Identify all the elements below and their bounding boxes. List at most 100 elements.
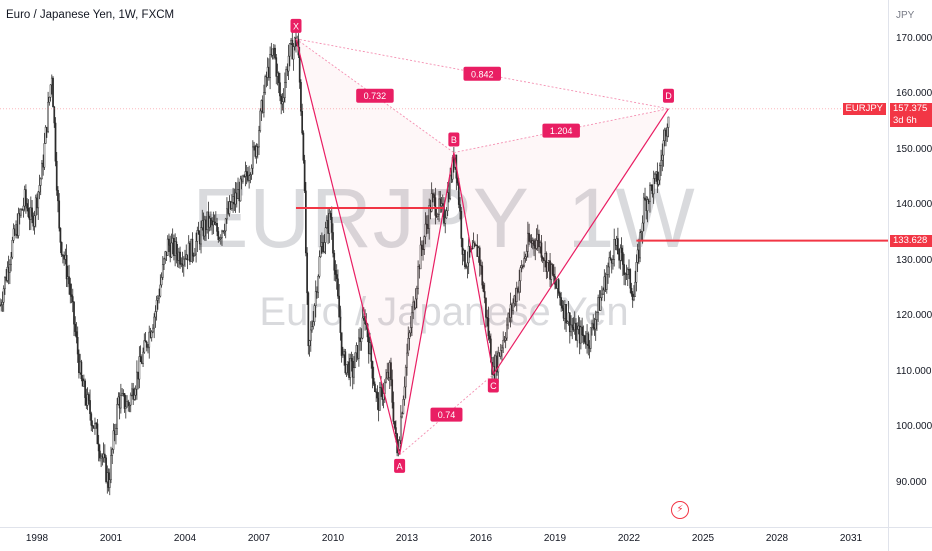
time-tick: 2001	[99, 533, 123, 544]
candle-body	[345, 364, 348, 374]
candle-body	[308, 340, 311, 347]
pattern-leg	[295, 38, 401, 456]
candle-body	[184, 258, 186, 260]
candle-body	[53, 106, 56, 124]
candle-body	[581, 326, 583, 336]
candle-body	[552, 273, 555, 277]
chart-svg[interactable]: 0.732 0.842 1.204 0.74 X A B C D	[0, 0, 888, 527]
candle-body	[259, 110, 262, 132]
candle-body	[175, 241, 178, 255]
time-tick: 2016	[469, 533, 493, 544]
candle-body	[275, 57, 278, 77]
lightning-icon[interactable]: ⚡	[671, 501, 689, 519]
time-tick: 2028	[765, 533, 789, 544]
candle-body	[349, 358, 352, 378]
candle-body	[459, 204, 461, 212]
candle-body	[152, 327, 154, 333]
candle-body	[224, 218, 227, 232]
time-scale[interactable]: 1998 2001 2004 2007 2010 2013 2016 2019 2022 2025…	[0, 527, 888, 551]
candle-body	[269, 53, 271, 78]
price-tick: 170.000	[896, 32, 932, 44]
candle-body	[166, 238, 169, 256]
candle-body	[124, 406, 127, 409]
candle-body	[287, 55, 290, 72]
candle-body	[656, 171, 659, 185]
candle-body	[566, 321, 569, 324]
candle-body	[157, 297, 159, 301]
candle-body	[399, 416, 402, 441]
candle-body	[192, 255, 195, 257]
candle-body	[639, 232, 641, 259]
candle-body	[99, 450, 101, 459]
candle-body	[332, 232, 334, 254]
candle-body	[398, 440, 401, 450]
candle-body	[144, 340, 147, 343]
candle-body	[76, 337, 79, 355]
candle-body	[487, 318, 490, 337]
ratio-label: 1.204	[550, 126, 573, 136]
candle-body	[660, 160, 662, 166]
pattern-leg	[492, 108, 669, 375]
candle-body	[103, 453, 106, 458]
chart-area[interactable]: EURJPY, 1W Euro / Japanese Yen 0.7320.84…	[0, 0, 888, 527]
watermark-name: Euro / Japanese Yen	[259, 290, 629, 334]
candle-body	[565, 304, 567, 324]
candle-body	[49, 84, 52, 98]
candle-body	[223, 230, 226, 233]
point-badge-b	[448, 132, 460, 147]
candle-body	[464, 250, 466, 268]
candle-body	[179, 251, 181, 265]
price-tick: 90.000	[896, 476, 927, 488]
candle-body	[27, 207, 30, 217]
price-scale[interactable]: JPY 170.000 160.000 150.000 140.000 130.000 1…	[888, 0, 932, 527]
candle-body	[635, 262, 638, 283]
time-tick: 2019	[543, 533, 567, 544]
candle-body	[197, 230, 200, 235]
candle-body	[445, 210, 448, 219]
candle-body	[472, 242, 475, 249]
time-tick: 2007	[247, 533, 271, 544]
candle-body	[444, 217, 447, 224]
candle-body	[658, 165, 661, 181]
candle-body	[307, 292, 310, 347]
candle-body	[601, 293, 603, 298]
candle-body	[147, 346, 149, 349]
candle-body	[483, 291, 486, 299]
candle-body	[11, 240, 14, 258]
candle-body	[642, 197, 645, 224]
candle-body	[617, 238, 619, 255]
candle-body	[515, 288, 518, 302]
candle-body	[2, 288, 5, 303]
ratio-badge	[356, 88, 394, 103]
candle-body	[401, 413, 403, 418]
candle-body	[195, 241, 197, 255]
candle-body	[557, 279, 560, 294]
candle-body	[251, 146, 254, 169]
candle-body	[414, 298, 417, 309]
candle-body	[480, 264, 482, 267]
candle-body	[26, 203, 28, 209]
level-price-tag: 133.628	[890, 234, 932, 247]
candle-body	[589, 327, 592, 349]
candle-body	[482, 284, 485, 292]
candle-body	[594, 319, 597, 330]
candle-body	[662, 140, 665, 156]
point-badge-d	[662, 88, 674, 103]
candle-body	[17, 213, 20, 236]
candle-body	[324, 227, 327, 243]
candle-body	[344, 351, 347, 374]
candle-body	[317, 276, 320, 293]
candle-body	[129, 394, 132, 406]
candle-body	[649, 184, 651, 202]
candle-body	[300, 81, 302, 112]
candle-body	[168, 238, 170, 246]
candle-body	[142, 351, 144, 364]
candle-body	[540, 242, 543, 258]
candle-body	[620, 247, 623, 253]
candle-body	[10, 256, 12, 265]
point-label-x: X	[293, 21, 299, 31]
candle-body	[148, 331, 151, 348]
candle-body	[393, 421, 396, 428]
candle-body	[486, 317, 489, 319]
candle-body	[527, 232, 529, 252]
